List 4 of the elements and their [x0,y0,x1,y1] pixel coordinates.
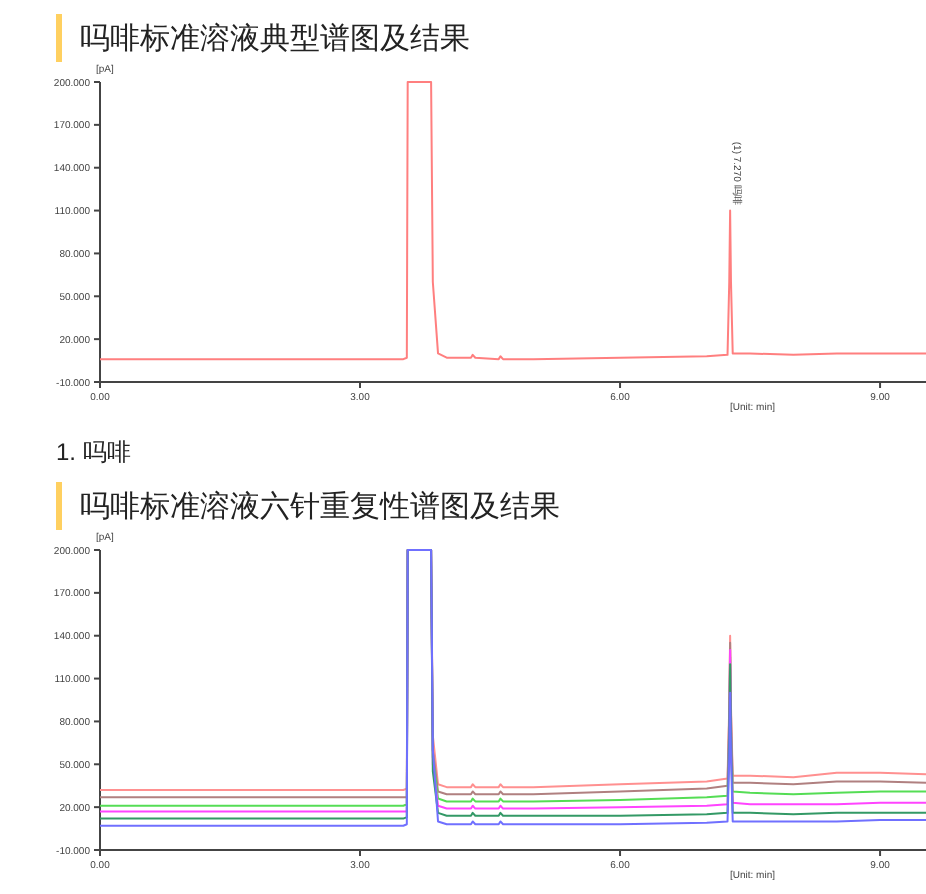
chart-title: 吗啡标准溶液六针重复性谱图及结果 [80,490,560,524]
line-series [99,81,926,361]
chart-title: 吗啡标准溶液典型谱图及结果 [80,22,470,56]
text: 1. 吗啡 [56,438,131,466]
